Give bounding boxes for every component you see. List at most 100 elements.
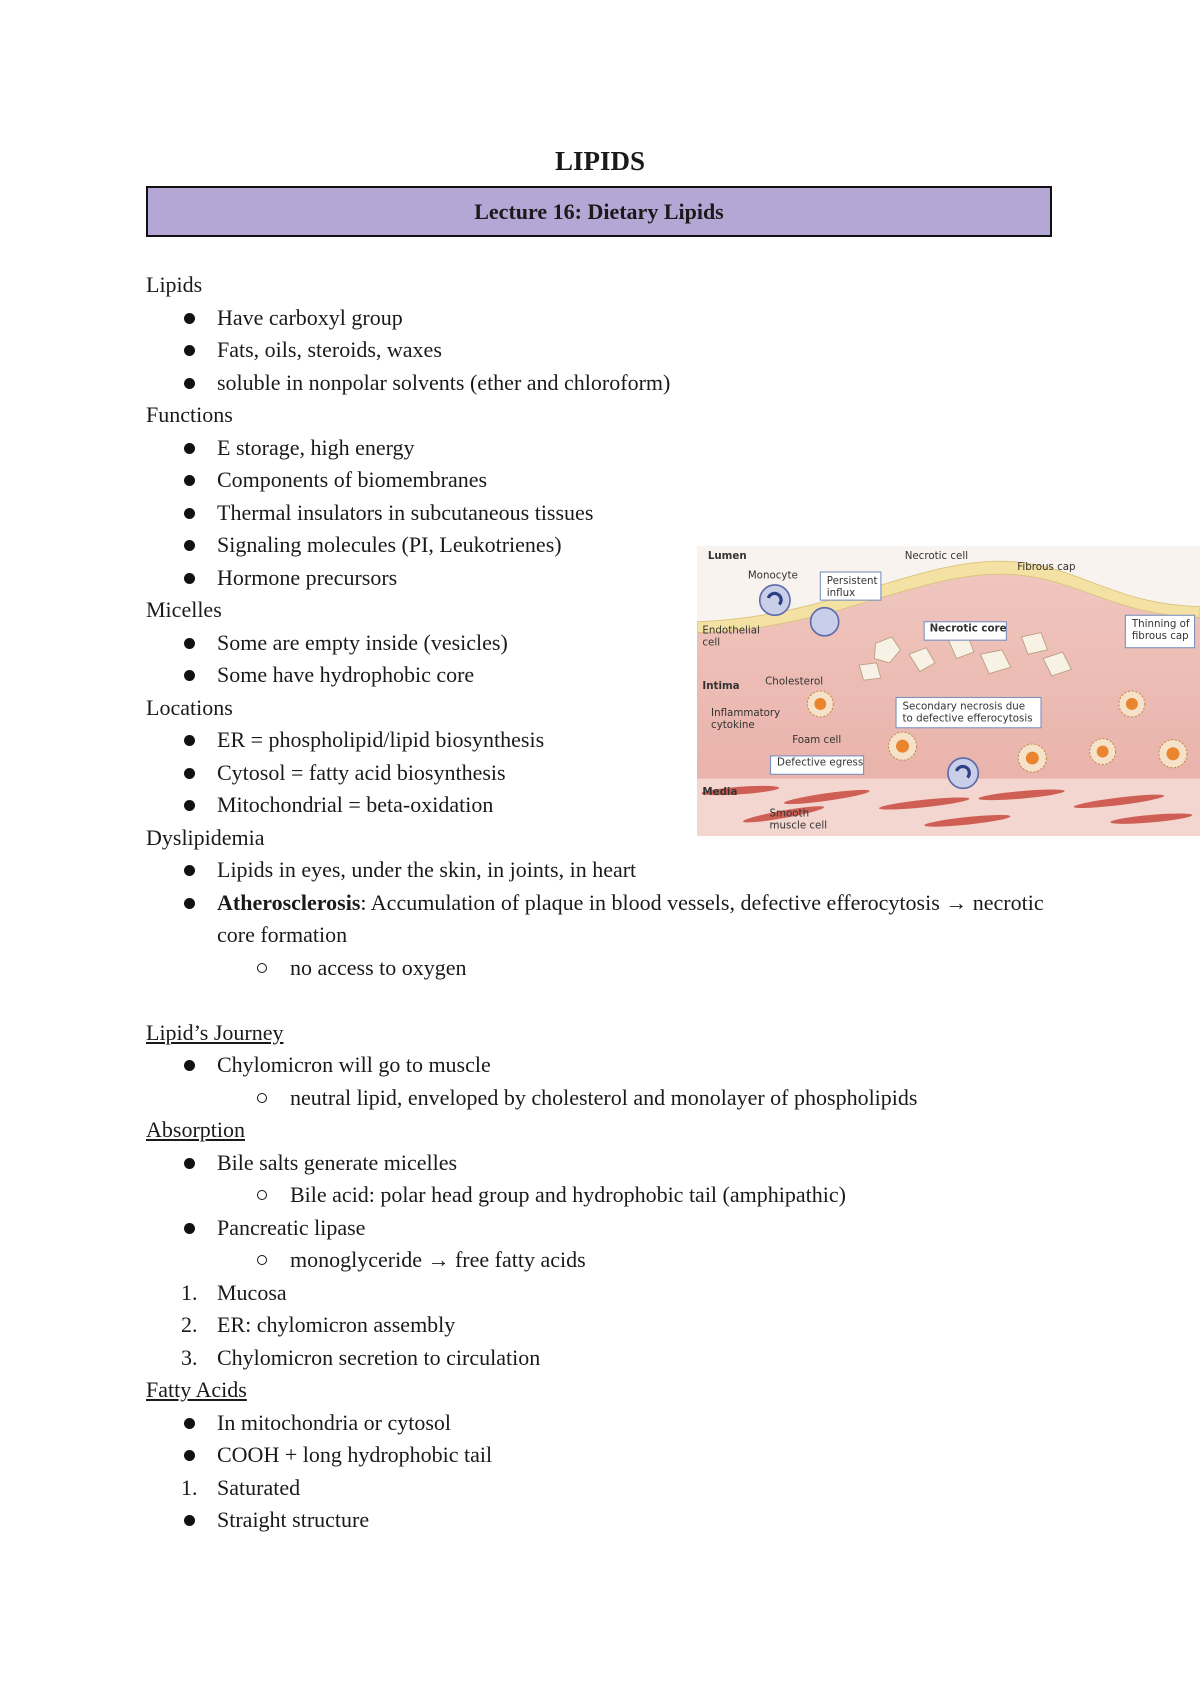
list-number: 1. <box>181 1279 198 1305</box>
section-heading: Dyslipidemia <box>146 824 265 850</box>
figure-label: influx <box>827 587 855 599</box>
sub-list-item: no access to oxygen <box>146 952 1052 985</box>
figure-label: Secondary necrosis due <box>903 700 1026 712</box>
figure-label: cell <box>702 637 720 649</box>
label-box <box>819 571 882 601</box>
bullet <box>184 1060 195 1071</box>
necrotic-debris <box>858 632 1072 681</box>
list-item: Signaling molecules (PI, Leukotrienes) <box>146 529 1052 562</box>
item-text: Saturated <box>217 1474 301 1500</box>
smooth-muscle-cells <box>701 785 1193 827</box>
list-item: E storage, high energy <box>146 432 1052 465</box>
list-item: Thermal insulators in subcutaneous tissu… <box>146 497 1052 530</box>
section-heading: Lipid’s Journey <box>146 1019 284 1045</box>
figure-label: Media <box>702 786 737 798</box>
bullet <box>184 1515 195 1526</box>
list-number: 3. <box>181 1344 198 1370</box>
figure-label: Fibrous cap <box>1017 561 1075 573</box>
key-term: Atherosclerosis <box>217 889 361 915</box>
item-text: monoglyceride → free fatty acids <box>290 1247 586 1272</box>
section-heading: Locations <box>146 694 233 720</box>
bullet <box>184 507 195 519</box>
list-item: Straight structure <box>146 1504 1052 1537</box>
item-text: Bile salts generate micelles <box>217 1149 458 1175</box>
sub-list-item: neutral lipid, enveloped by cholesterol … <box>146 1082 1052 1115</box>
item-text: ER: chylomicron assembly <box>217 1312 456 1337</box>
list-item: In mitochondria or cytosol <box>146 1407 1052 1440</box>
section-heading: Micelles <box>146 597 222 622</box>
figure-label: Smooth <box>769 807 809 819</box>
foam-cells <box>806 690 1188 773</box>
list-item: ER = phospholipid/lipid biosynthesis <box>146 724 1052 757</box>
item-text: Bile acid: polar head group and hydropho… <box>290 1182 846 1207</box>
section-heading: Functions <box>146 402 233 427</box>
label-box <box>1124 614 1196 649</box>
figure-label: Thinning of <box>1131 618 1190 630</box>
list-item: 2. ER: chylomicron assembly <box>146 1309 1052 1342</box>
list-item: Chylomicron will go to muscle <box>146 1049 1052 1082</box>
item-text: Mucosa <box>217 1279 287 1305</box>
item-text: Thermal insulators in subcutaneous tissu… <box>217 499 594 525</box>
item-text: Pancreatic lipase <box>217 1214 366 1240</box>
sub-bullet <box>257 1190 267 1200</box>
bullet <box>184 1450 195 1461</box>
figure-label: Necrotic core <box>930 623 1007 635</box>
bullet <box>184 475 195 486</box>
notes-body: Lipids Have carboxyl group Fats, oils, ste… <box>146 269 1052 1537</box>
bullet <box>184 377 195 389</box>
item-text: Some have hydrophobic core <box>217 662 475 687</box>
list-item: Hormone precursors <box>146 562 1052 595</box>
item-text: Hormone precursors <box>217 564 398 590</box>
item-text: Some are empty inside (vesicles) <box>217 629 508 655</box>
list-number: 2. <box>181 1312 198 1337</box>
list-item: Components of biomembranes <box>146 464 1052 497</box>
item-text: Mitochondrial = beta-oxidation <box>217 792 494 817</box>
item-text: no access to oxygen <box>290 954 467 980</box>
bullet <box>184 312 195 324</box>
label-box <box>923 621 1007 641</box>
item-text: Fats, oils, steroids, waxes <box>217 337 442 362</box>
label-box <box>895 696 1042 729</box>
item-text: In mitochondria or cytosol <box>217 1409 452 1435</box>
list-item: Lipids in eyes, under the skin, in joint… <box>146 854 1052 887</box>
item-text: Chylomicron will go to muscle <box>217 1052 491 1077</box>
list-item: Some are empty inside (vesicles) <box>146 627 1052 660</box>
sub-bullet <box>257 1092 267 1103</box>
bullet <box>184 540 195 551</box>
bullet <box>184 735 195 746</box>
item-text: soluble in nonpolar solvents (ether and … <box>217 369 671 395</box>
item-text: Chylomicron secretion to circulation <box>217 1344 541 1370</box>
sub-list-item: monoglyceride → free fatty acids <box>146 1244 1052 1277</box>
figure-label: Cholesterol <box>765 676 823 688</box>
sub-bullet <box>257 962 267 973</box>
figure-label: Persistent <box>827 575 878 587</box>
list-item: COOH + long hydrophobic tail <box>146 1439 1052 1472</box>
figure-label: Necrotic cell <box>905 550 968 562</box>
list-item: Some have hydrophobic core <box>146 659 1052 692</box>
bullet <box>184 442 195 454</box>
figure-label: to defective efferocytosis <box>903 712 1033 724</box>
figure-label: muscle cell <box>769 819 827 831</box>
sub-list-item: Bile acid: polar head group and hydropho… <box>146 1179 1052 1212</box>
list-item: Fats, oils, steroids, waxes <box>146 334 1052 367</box>
section-heading: Fatty Acids <box>146 1377 247 1402</box>
label-box <box>770 755 865 775</box>
item-text: Signaling molecules (PI, Leukotrienes) <box>217 532 562 557</box>
list-item: Pancreatic lipase <box>146 1212 1052 1245</box>
list-item: 1. Saturated <box>146 1472 1052 1505</box>
bullet <box>184 572 195 584</box>
item-text: Have carboxyl group <box>217 304 403 330</box>
list-item: Have carboxyl group <box>146 302 1052 335</box>
figure-label: fibrous cap <box>1132 630 1189 642</box>
section-heading: Absorption <box>146 1117 245 1142</box>
item-text: E storage, high energy <box>217 434 415 460</box>
list-item: Cytosol = fatty acid biosynthesis <box>146 757 1052 790</box>
figure-label: Inflammatory <box>711 707 780 719</box>
bullet <box>184 865 195 876</box>
figure-label: Endothelial <box>702 625 759 637</box>
media-layer <box>697 778 1200 836</box>
figure-label: Intima <box>702 680 739 692</box>
item-text: : Accumulation of plaque in blood vessel… <box>217 889 1044 948</box>
